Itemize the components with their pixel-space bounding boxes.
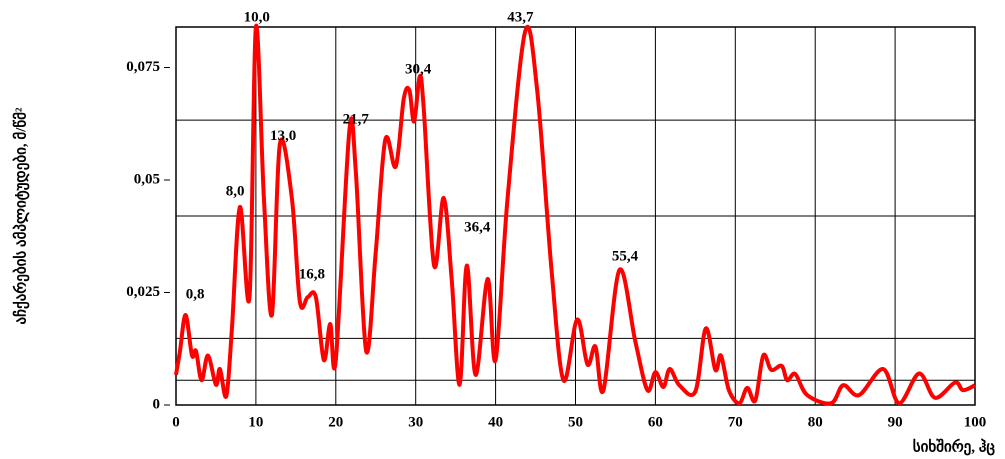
annotation: 55,4	[612, 248, 639, 264]
x-axis-label: სიხშირე, ჰც	[913, 438, 996, 455]
x-tick-label: 0	[172, 414, 180, 430]
y-tick-label: 0,075	[126, 59, 160, 75]
annotation: 13,0	[270, 128, 296, 144]
y-tick-label: 0	[153, 396, 161, 412]
annotation: 36,4	[464, 220, 491, 236]
x-tick-label: 30	[408, 414, 423, 430]
annotation: 0,8	[186, 287, 205, 303]
x-tick-label: 80	[808, 414, 823, 430]
y-axis-label: აჩქარების ამპლიტუდები, მ/წმ²	[12, 107, 29, 324]
y-tick-label: 0,025	[126, 284, 160, 300]
x-tick-label: 60	[648, 414, 663, 430]
annotation: 16,8	[299, 266, 325, 282]
annotation: 30,4	[405, 62, 432, 78]
x-tick-label: 20	[328, 414, 343, 430]
x-tick-label: 10	[248, 414, 263, 430]
annotation: 43,7	[507, 9, 534, 25]
x-tick-label: 40	[488, 414, 503, 430]
series-line	[174, 23, 976, 406]
x-tick-label: 100	[964, 414, 987, 430]
x-tick-label: 50	[568, 414, 583, 430]
annotation: 21,7	[343, 112, 370, 128]
x-tick-label: 70	[728, 414, 743, 430]
annotation: 8,0	[226, 184, 245, 200]
annotation: 10,0	[244, 9, 270, 25]
y-tick-label: 0,05	[134, 171, 160, 187]
x-tick-label: 90	[888, 414, 903, 430]
